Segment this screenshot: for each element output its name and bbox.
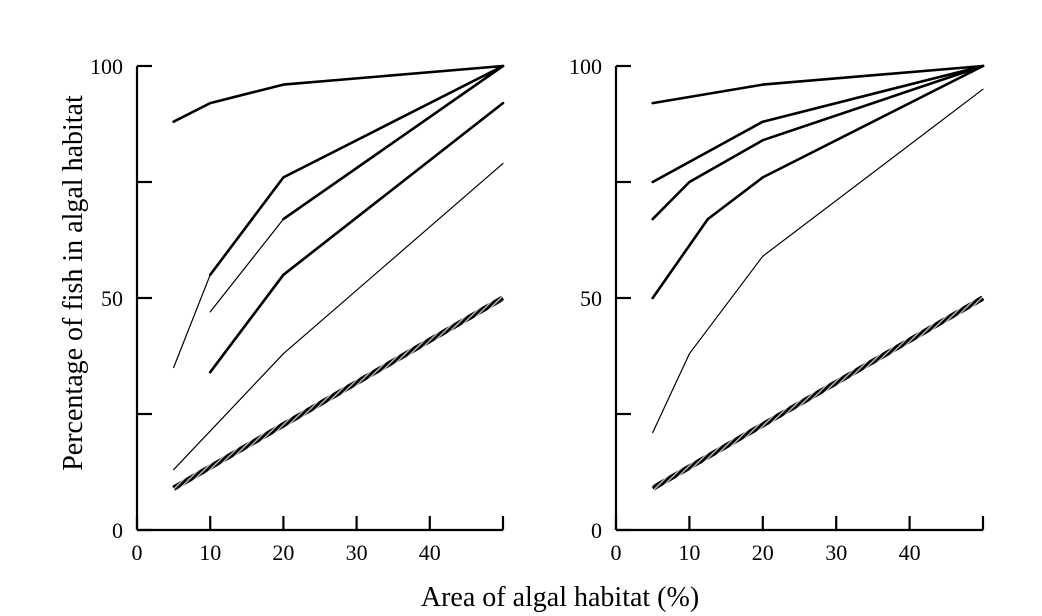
series-line [651,64,985,105]
series-line [651,64,985,184]
x-tick-label: 10 [199,540,221,565]
y-tick-label: 50 [580,286,602,311]
series-line [652,88,984,434]
series-line [209,218,284,313]
series-line [208,101,505,374]
reference-line [172,295,505,491]
x-tick-label: 0 [611,540,622,565]
series-line [651,64,985,221]
series-line [172,64,505,123]
x-axis-title: Area of algal habitat (%) [421,582,699,613]
series-line [208,64,505,277]
y-tick-label: 0 [112,518,123,543]
chart-panel-left: 0 50 100 0 10 20 30 40 [90,54,505,565]
y-tick-label: 100 [569,54,602,79]
y-axis-title: Percentage of fish in algal habitat [58,95,89,471]
y-tick-label: 50 [101,286,123,311]
x-tick-label: 10 [678,540,700,565]
y-tick-label: 0 [591,518,602,543]
x-tick-label: 0 [132,540,143,565]
x-tick-label: 30 [825,540,847,565]
series-line [173,162,504,471]
x-tick-label: 40 [419,540,441,565]
x-tick-label: 20 [272,540,294,565]
x-tick-label: 20 [752,540,774,565]
y-tick-label: 100 [90,54,123,79]
chart-panel-right: 0 50 100 0 10 20 30 40 [569,54,985,565]
series-line [651,64,985,300]
series-line [173,274,211,369]
series-line [282,64,505,221]
x-tick-label: 30 [346,540,368,565]
x-tick-label: 40 [899,540,921,565]
reference-line [651,295,985,491]
